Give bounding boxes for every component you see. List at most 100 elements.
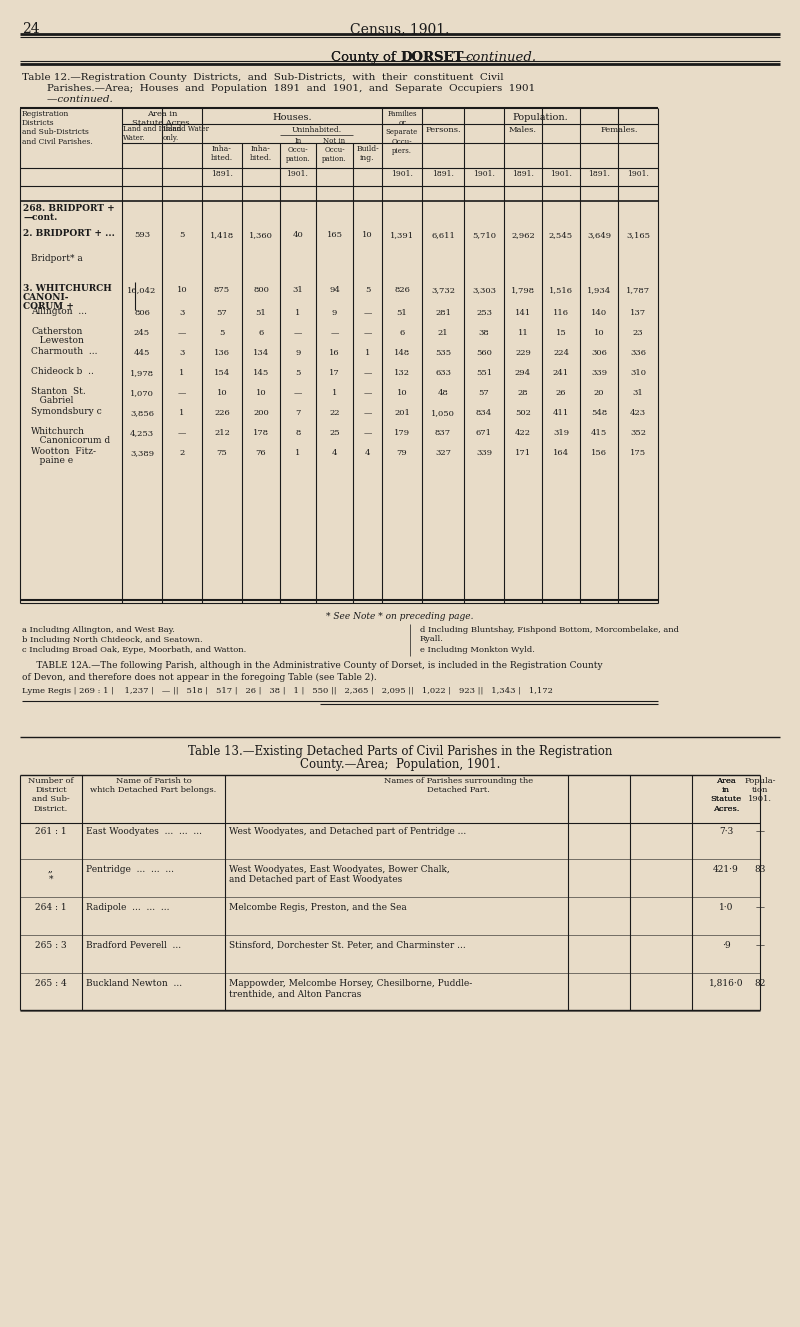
- Text: Stinsford, Dorchester St. Peter, and Charminster ...: Stinsford, Dorchester St. Peter, and Cha…: [229, 941, 466, 950]
- Text: 5: 5: [219, 329, 225, 337]
- Text: 51: 51: [256, 309, 266, 317]
- Text: 826: 826: [394, 287, 410, 295]
- Text: 10: 10: [362, 231, 373, 239]
- Text: 48: 48: [438, 389, 449, 397]
- Text: 94: 94: [329, 287, 340, 295]
- Text: County of: County of: [331, 50, 400, 64]
- Text: 156: 156: [591, 449, 607, 456]
- Text: County.—Area;  Population, 1901.: County.—Area; Population, 1901.: [300, 758, 500, 771]
- Text: 1901.: 1901.: [473, 170, 495, 178]
- Text: 1,391: 1,391: [390, 231, 414, 239]
- Text: 593: 593: [134, 231, 150, 239]
- Text: Buckland Newton  ...: Buckland Newton ...: [86, 979, 182, 989]
- Text: 1,798: 1,798: [511, 287, 535, 295]
- Text: 38: 38: [478, 329, 490, 337]
- Text: 5: 5: [365, 287, 370, 295]
- Text: 1901.: 1901.: [391, 170, 413, 178]
- Text: 6: 6: [399, 329, 405, 337]
- Text: Number of
District
and Sub-
District.: Number of District and Sub- District.: [28, 778, 74, 812]
- Text: 20: 20: [594, 389, 604, 397]
- Text: 3,649: 3,649: [587, 231, 611, 239]
- Text: 26: 26: [556, 389, 566, 397]
- Text: 2: 2: [179, 449, 185, 456]
- Text: 5: 5: [179, 231, 185, 239]
- Text: 1: 1: [295, 449, 301, 456]
- Text: 132: 132: [394, 369, 410, 377]
- Text: Canonicorum d: Canonicorum d: [31, 437, 110, 445]
- Text: Catherston: Catherston: [31, 326, 82, 336]
- Text: Not in
Occu-
pation.: Not in Occu- pation.: [322, 137, 347, 163]
- Text: *: *: [49, 874, 54, 884]
- Text: 1,360: 1,360: [249, 231, 273, 239]
- Text: Area
in
Statute
Acres.: Area in Statute Acres.: [710, 778, 742, 812]
- Text: Names of Parishes surrounding the
Detached Part.: Names of Parishes surrounding the Detach…: [384, 778, 533, 794]
- Text: e Including Monkton Wyld.: e Including Monkton Wyld.: [420, 646, 535, 654]
- Text: 1891.: 1891.: [432, 170, 454, 178]
- Text: 3. WHITCHURCH: 3. WHITCHURCH: [23, 284, 112, 293]
- Text: 229: 229: [515, 349, 531, 357]
- Text: 31: 31: [293, 287, 303, 295]
- Text: 164: 164: [553, 449, 569, 456]
- Text: 145: 145: [253, 369, 269, 377]
- Text: Build-
ing.: Build- ing.: [356, 145, 379, 162]
- Text: 502: 502: [515, 409, 531, 417]
- Text: —: —: [363, 309, 372, 317]
- Text: 421·9: 421·9: [713, 865, 739, 874]
- Text: 241: 241: [553, 369, 569, 377]
- Text: 1,418: 1,418: [210, 231, 234, 239]
- Text: b Including North Chideock, and Seatown.: b Including North Chideock, and Seatown.: [22, 636, 202, 644]
- Text: continued.: continued.: [465, 50, 536, 64]
- Text: 212: 212: [214, 429, 230, 437]
- Text: —: —: [363, 429, 372, 437]
- Text: 6: 6: [258, 329, 264, 337]
- Text: 7·3: 7·3: [719, 827, 733, 836]
- Text: Persons.: Persons.: [425, 126, 461, 134]
- Text: Uninhabited.: Uninhabited.: [291, 126, 342, 134]
- Text: Inland Water
only.: Inland Water only.: [163, 125, 209, 142]
- Text: 6,611: 6,611: [431, 231, 455, 239]
- Text: Area in
Statute Acres.: Area in Statute Acres.: [132, 110, 192, 127]
- Text: paine e: paine e: [31, 456, 73, 464]
- Text: 671: 671: [476, 429, 492, 437]
- Text: 551: 551: [476, 369, 492, 377]
- Text: 10: 10: [217, 389, 227, 397]
- Text: 178: 178: [253, 429, 269, 437]
- Text: Bridport* a: Bridport* a: [31, 253, 82, 263]
- Text: 224: 224: [553, 349, 569, 357]
- Text: 11: 11: [518, 329, 528, 337]
- Text: 165: 165: [326, 231, 342, 239]
- Text: Stanton  St.: Stanton St.: [31, 387, 86, 395]
- Text: 16: 16: [329, 349, 340, 357]
- Text: 265 : 3: 265 : 3: [35, 941, 67, 950]
- Text: 7: 7: [295, 409, 301, 417]
- Text: 4: 4: [332, 449, 338, 456]
- Text: Pentridge  ...  ...  ...: Pentridge ... ... ...: [86, 865, 174, 874]
- Text: 179: 179: [394, 429, 410, 437]
- Text: 265 : 4: 265 : 4: [35, 979, 67, 989]
- Text: Charmouth  ...: Charmouth ...: [31, 346, 98, 356]
- Text: 834: 834: [476, 409, 492, 417]
- Text: 1901.: 1901.: [627, 170, 649, 178]
- Text: Inha-
bited.: Inha- bited.: [211, 145, 233, 162]
- Text: 154: 154: [214, 369, 230, 377]
- Text: 57: 57: [478, 389, 490, 397]
- Text: 25: 25: [329, 429, 340, 437]
- Text: —: —: [330, 329, 338, 337]
- Text: —: —: [755, 902, 765, 912]
- Text: Mappowder, Melcombe Horsey, Chesilborne, Puddle-
trenthide, and Alton Pancras: Mappowder, Melcombe Horsey, Chesilborne,…: [229, 979, 472, 998]
- Text: 31: 31: [633, 389, 643, 397]
- Text: Registration
Districts
and Sub-Districts
and Civil Parishes.: Registration Districts and Sub-Districts…: [22, 110, 93, 146]
- Text: —: —: [363, 329, 372, 337]
- Text: 445: 445: [134, 349, 150, 357]
- Text: 5: 5: [295, 369, 301, 377]
- Text: 1: 1: [365, 349, 370, 357]
- Text: 415: 415: [591, 429, 607, 437]
- Text: 136: 136: [214, 349, 230, 357]
- Text: 339: 339: [476, 449, 492, 456]
- Text: 4,253: 4,253: [130, 429, 154, 437]
- Text: 3: 3: [179, 349, 185, 357]
- Text: 51: 51: [397, 309, 407, 317]
- Text: —cont.: —cont.: [23, 214, 58, 222]
- Text: 268. BRIDPORT +: 268. BRIDPORT +: [23, 204, 114, 214]
- Text: East Woodyates  ...  ...  ...: East Woodyates ... ... ...: [86, 827, 202, 836]
